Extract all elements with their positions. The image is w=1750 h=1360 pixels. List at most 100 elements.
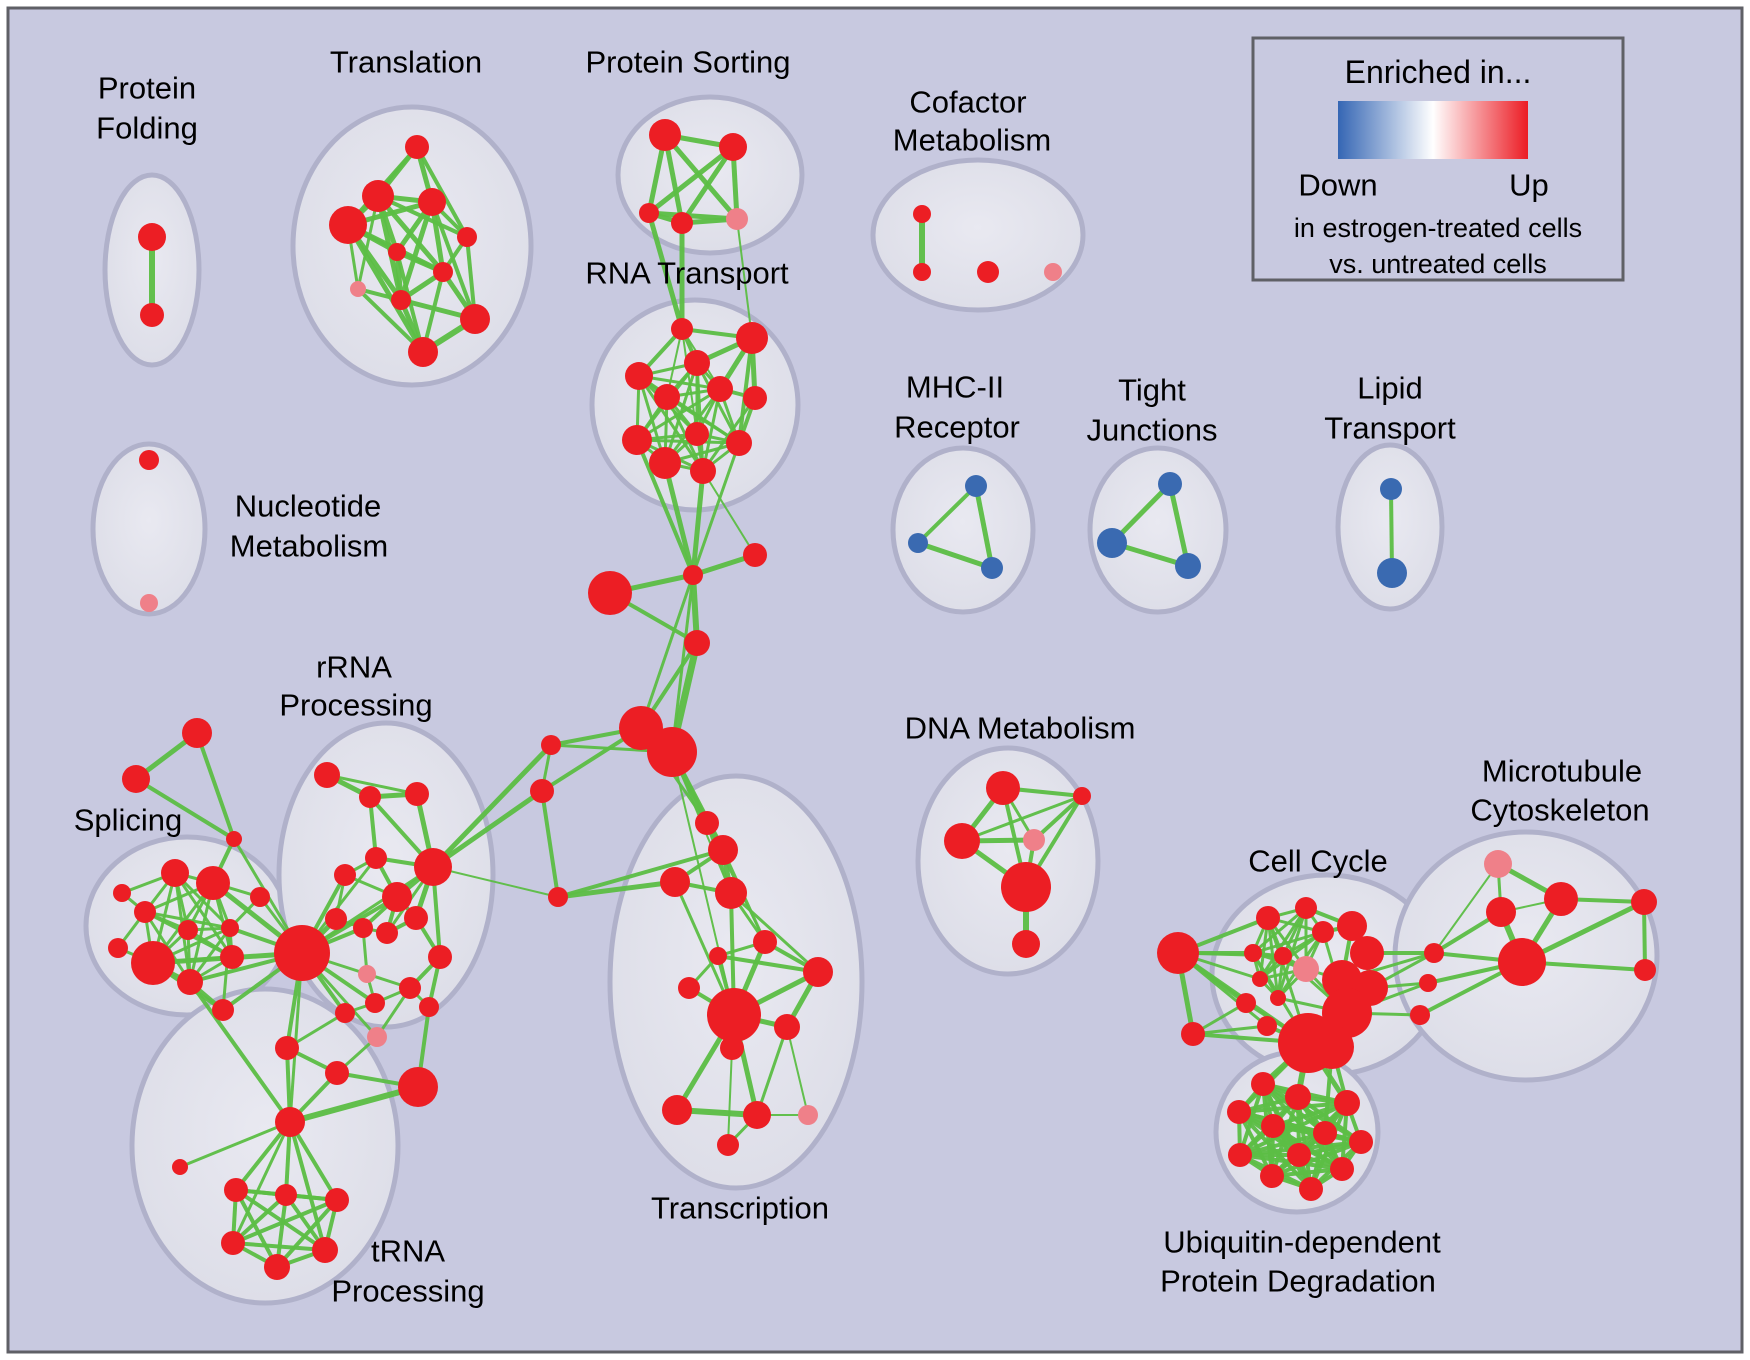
node-SL5[interactable] [161, 859, 189, 887]
node-S1[interactable] [541, 735, 561, 755]
node-SPC[interactable] [226, 831, 242, 847]
node-DM1[interactable] [986, 771, 1020, 805]
node-U1[interactable] [1251, 1072, 1275, 1096]
node-SL10[interactable] [108, 938, 128, 958]
node-RR8[interactable] [325, 908, 347, 930]
node-TR2[interactable] [708, 835, 738, 865]
node-H2[interactable] [647, 727, 697, 777]
node-T9[interactable] [391, 290, 411, 310]
node-TR6[interactable] [709, 947, 727, 965]
node-RR4[interactable] [365, 847, 387, 869]
node-CC15[interactable] [1270, 990, 1286, 1006]
node-PS2[interactable] [719, 133, 747, 161]
node-DM5[interactable] [1001, 862, 1051, 912]
node-SL4[interactable] [220, 945, 244, 969]
node-RR5[interactable] [334, 864, 356, 886]
node-CC2[interactable] [1181, 1022, 1205, 1046]
node-SL9[interactable] [221, 919, 239, 937]
node-SL7[interactable] [134, 901, 156, 923]
node-RT3[interactable] [625, 362, 653, 390]
node-U10[interactable] [1330, 1157, 1354, 1181]
node-TR10[interactable] [774, 1014, 800, 1040]
node-U12[interactable] [1299, 1177, 1323, 1201]
node-RR1[interactable] [314, 762, 340, 788]
node-RR3[interactable] [405, 782, 429, 806]
node-RR12[interactable] [274, 925, 330, 981]
node-CC4[interactable] [1295, 897, 1317, 919]
node-TR8[interactable] [678, 977, 700, 999]
node-CC8[interactable] [1244, 944, 1262, 962]
node-MT6[interactable] [1631, 889, 1657, 915]
node-PF2[interactable] [140, 303, 164, 327]
node-CC7[interactable] [1350, 936, 1384, 970]
node-MT5[interactable] [1424, 943, 1444, 963]
node-X2[interactable] [743, 543, 767, 567]
node-PS4[interactable] [671, 212, 693, 234]
node-CM2[interactable] [913, 263, 931, 281]
node-RR22[interactable] [367, 1027, 387, 1047]
node-CC5[interactable] [1312, 921, 1334, 943]
node-U9[interactable] [1287, 1143, 1311, 1167]
node-RR0[interactable] [250, 887, 270, 907]
node-SPA[interactable] [182, 718, 212, 748]
node-RT12[interactable] [690, 458, 716, 484]
node-Y1[interactable] [684, 630, 710, 656]
node-TR3[interactable] [660, 867, 690, 897]
node-TL[interactable] [172, 1159, 188, 1175]
node-MH1[interactable] [965, 475, 987, 497]
node-R1[interactable] [548, 887, 568, 907]
node-CM4[interactable] [1044, 263, 1062, 281]
node-DM3[interactable] [944, 823, 980, 859]
node-RT1[interactable] [671, 318, 693, 340]
node-TR4[interactable] [715, 877, 747, 909]
node-RR14[interactable] [428, 945, 452, 969]
node-RT2[interactable] [736, 322, 768, 354]
node-RT11[interactable] [649, 447, 681, 479]
node-RT8[interactable] [685, 422, 709, 446]
node-TR14[interactable] [798, 1105, 818, 1125]
node-CC3[interactable] [1256, 906, 1280, 930]
node-SL8[interactable] [178, 920, 198, 940]
node-T7[interactable] [433, 262, 453, 282]
node-TR5[interactable] [753, 930, 777, 954]
node-RR19[interactable] [275, 1036, 299, 1060]
node-RT9[interactable] [622, 425, 652, 455]
node-T5[interactable] [457, 227, 477, 247]
node-T6[interactable] [388, 243, 406, 261]
node-PS5[interactable] [726, 208, 748, 230]
node-T8[interactable] [350, 281, 366, 297]
node-TP2[interactable] [275, 1184, 297, 1206]
node-SL3[interactable] [212, 999, 234, 1021]
node-U4[interactable] [1334, 1090, 1360, 1116]
node-PS1[interactable] [649, 119, 681, 151]
node-CC16[interactable] [1257, 1016, 1277, 1036]
node-TP6[interactable] [264, 1254, 290, 1280]
node-PS3[interactable] [639, 203, 659, 223]
node-X1[interactable] [683, 565, 703, 585]
node-TR12[interactable] [662, 1095, 692, 1125]
node-TP4[interactable] [221, 1231, 245, 1255]
node-CC19[interactable] [1310, 1025, 1354, 1069]
node-RR16[interactable] [365, 993, 385, 1013]
node-U11[interactable] [1260, 1164, 1284, 1188]
node-T3[interactable] [418, 188, 446, 216]
node-RR10[interactable] [376, 922, 398, 944]
node-SL1[interactable] [131, 941, 175, 985]
node-TJ3[interactable] [1175, 553, 1201, 579]
node-RT7[interactable] [743, 386, 767, 410]
node-MT7[interactable] [1634, 959, 1656, 981]
node-RR9[interactable] [353, 918, 373, 938]
node-TR7[interactable] [803, 957, 833, 987]
node-DM4[interactable] [1023, 829, 1045, 851]
node-RT5[interactable] [654, 384, 680, 410]
node-TH[interactable] [275, 1107, 305, 1137]
node-CC6[interactable] [1337, 911, 1367, 941]
node-CM1[interactable] [913, 205, 931, 223]
node-RR21[interactable] [398, 1067, 438, 1107]
node-TP5[interactable] [312, 1237, 338, 1263]
node-CC1[interactable] [1157, 932, 1199, 974]
node-DM2[interactable] [1073, 787, 1091, 805]
node-TJ1[interactable] [1158, 472, 1182, 496]
node-CC10[interactable] [1293, 956, 1319, 982]
node-MT8[interactable] [1419, 974, 1437, 992]
